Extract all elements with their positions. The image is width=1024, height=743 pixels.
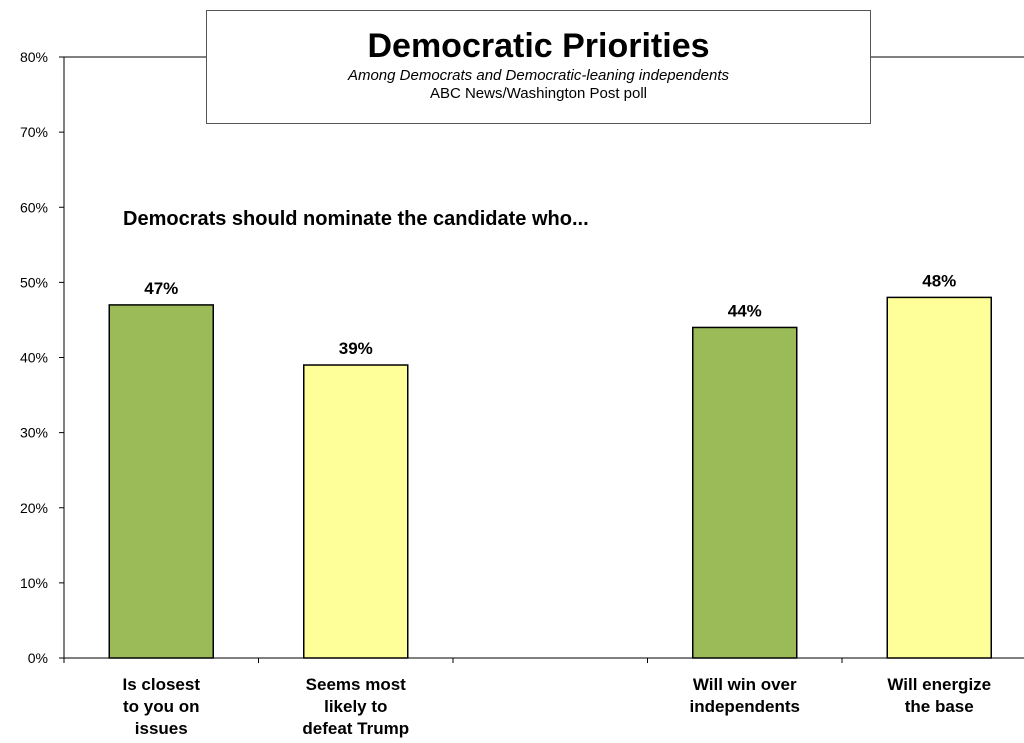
bar-value-label: 39%	[339, 339, 373, 358]
chart-subtitle: Among Democrats and Democratic-leaning i…	[347, 67, 730, 84]
y-tick-label: 0%	[28, 650, 48, 666]
x-category-label-line: Seems most	[306, 675, 406, 694]
x-category-label-line: likely to	[324, 697, 387, 716]
y-tick-label: 30%	[20, 425, 48, 441]
bar-value-label: 44%	[728, 301, 762, 320]
bar	[692, 326, 798, 659]
y-tick-label: 20%	[20, 500, 48, 516]
bar-value-label: 48%	[922, 271, 956, 290]
x-category-label: Seems most likely to defeat Trump	[302, 675, 409, 738]
x-category-label: Will win over independents	[689, 675, 800, 716]
title-box: Democratic Priorities Among Democrats an…	[206, 10, 871, 124]
x-category-label-line: Will win over	[693, 675, 797, 694]
y-tick-label: 40%	[20, 350, 48, 366]
chart-source: ABC News/Washington Post poll	[429, 85, 648, 102]
x-category-label-line: Will energize	[887, 675, 991, 694]
x-category-label: Will energize the base	[887, 675, 991, 716]
chart-annotation: Democrats should nominate the candidate …	[123, 208, 589, 230]
x-category-label-line: the base	[905, 697, 974, 716]
x-category-label: Is closest to you on issues	[123, 675, 201, 738]
bar	[303, 364, 409, 659]
bar	[886, 296, 992, 659]
bar	[108, 304, 214, 659]
bar-value-label: 47%	[144, 279, 178, 298]
x-category-label-line: independents	[689, 697, 800, 716]
y-tick-label: 50%	[20, 274, 48, 290]
y-tick-label: 70%	[20, 124, 48, 140]
y-tick-label: 60%	[20, 199, 48, 215]
x-category-label-line: issues	[135, 719, 188, 738]
x-category-label-line: defeat Trump	[302, 719, 409, 738]
y-tick-label: 80%	[20, 49, 48, 65]
x-category-label-line: to you on	[123, 697, 199, 716]
y-tick-label: 10%	[20, 575, 48, 591]
chart-title: Democratic Priorities	[367, 27, 710, 65]
x-category-label-line: Is closest	[123, 675, 201, 694]
